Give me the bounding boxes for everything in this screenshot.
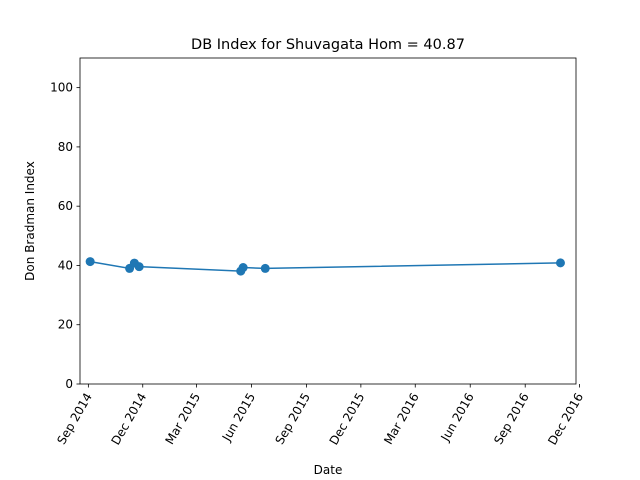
y-tick-label: 40 [58,258,73,272]
y-tick-label: 60 [58,199,73,213]
y-tick-label: 0 [65,377,73,391]
chart-title: DB Index for Shuvagata Hom = 40.87 [191,37,465,53]
x-tick-label: Sep 2014 [54,391,95,447]
x-tick-label: Sep 2015 [272,391,313,447]
x-axis-ticks: Sep 2014 Dec 2014 Mar 2015 Jun 2015 Sep 2015… [54,384,586,447]
x-tick-label: Jun 2015 [219,391,258,445]
y-axis-label: Don Bradman Index [23,161,37,281]
x-axis-label: Date [314,463,343,477]
data-point [260,263,270,273]
x-tick-label: Dec 2014 [108,391,149,448]
x-tick-label: Sep 2016 [491,391,532,447]
data-point [85,257,95,267]
data-point [134,262,144,272]
y-tick-label: 80 [58,140,73,154]
y-tick-label: 20 [58,318,73,332]
data-point [238,263,248,273]
data-point [555,258,565,268]
plot-area-frame [79,57,577,385]
x-tick-label: Dec 2016 [545,391,586,448]
x-tick-label: Jun 2016 [438,391,477,445]
x-tick-label: Mar 2015 [163,391,204,447]
x-tick-label: Mar 2016 [381,391,422,447]
series-layer [85,257,565,276]
y-tick-label: 100 [50,81,73,95]
series-line [90,260,561,272]
y-axis-ticks: 0 20 40 60 80 100 [50,81,80,391]
x-tick-label: Dec 2015 [327,391,368,448]
